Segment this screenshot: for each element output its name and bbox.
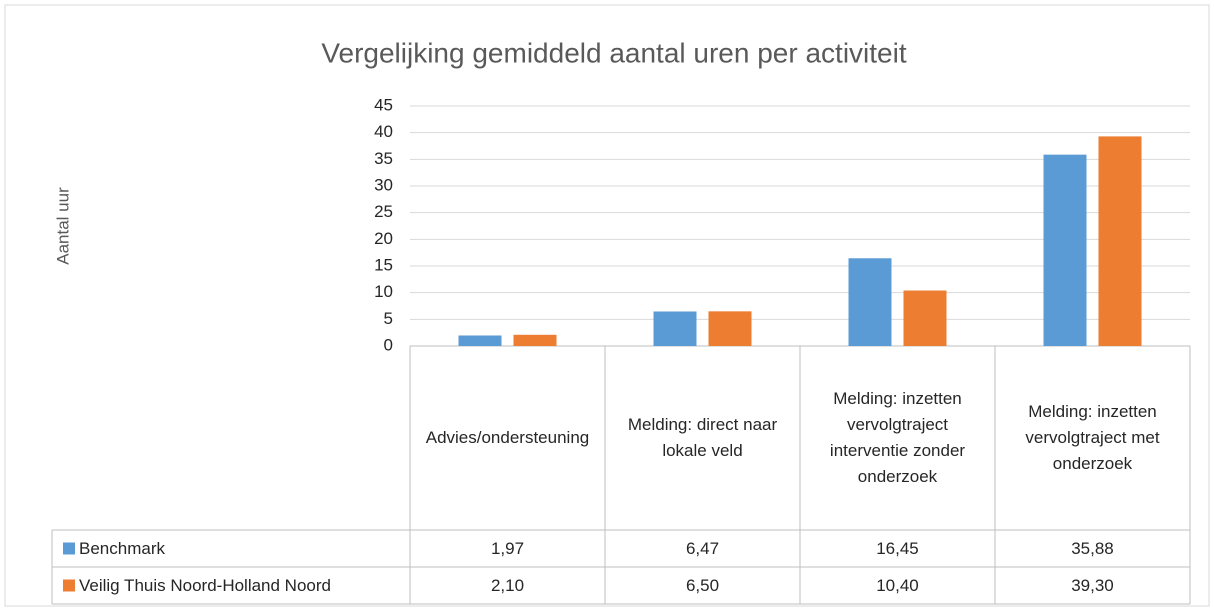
- y-tick-label: 30: [374, 175, 393, 194]
- x-tick-label: Melding: inzetten vervolgtraject interve…: [829, 389, 966, 486]
- x-tick-label-box: Melding: inzetten vervolgtraject met ond…: [1025, 402, 1160, 473]
- data-label: 35,88: [1071, 539, 1114, 558]
- bar: [1043, 154, 1087, 346]
- data-label: 6,50: [686, 576, 719, 595]
- chart-frame: [4, 4, 1210, 607]
- data-label: 16,45: [876, 539, 919, 558]
- bar: [653, 311, 697, 346]
- y-axis-label: Aantal uur: [53, 187, 72, 265]
- y-tick-label: 25: [374, 202, 393, 221]
- x-tick-label-box: Advies/ondersteuning: [425, 428, 590, 447]
- data-label: 10,40: [876, 576, 919, 595]
- x-tick-label-box: Melding: inzetten vervolgtraject interve…: [829, 389, 966, 486]
- x-tick-label: Advies/ondersteuning: [425, 428, 590, 447]
- data-label: 39,30: [1071, 576, 1114, 595]
- legend-swatch: [63, 579, 75, 592]
- bar: [513, 334, 557, 346]
- y-tick-label: 0: [384, 335, 393, 354]
- data-label: 2,10: [491, 576, 524, 595]
- y-tick-label: 5: [384, 309, 393, 328]
- y-tick-label: 20: [374, 229, 393, 248]
- x-tick-label: Melding: direct naar lokale veld: [627, 415, 778, 460]
- bar: [458, 335, 502, 346]
- y-tick-label: 45: [374, 95, 393, 114]
- bar: [903, 290, 947, 346]
- y-tick-label: 15: [374, 255, 393, 274]
- x-tick-label-box: Melding: direct naar lokale veld: [627, 415, 778, 460]
- bar: [1098, 136, 1142, 346]
- x-tick-label: Melding: inzetten vervolgtraject met ond…: [1025, 402, 1160, 473]
- data-label: 6,47: [686, 539, 719, 558]
- y-tick-label: 10: [374, 282, 393, 301]
- y-tick-label: 40: [374, 122, 393, 141]
- legend-label: Benchmark: [79, 539, 165, 558]
- data-label: 1,97: [491, 539, 524, 558]
- chart-title: Vergelijking gemiddeld aantal uren per a…: [321, 37, 906, 68]
- y-tick-label: 35: [374, 149, 393, 168]
- legend-swatch: [63, 542, 75, 555]
- bar: [848, 258, 892, 346]
- legend-label: Veilig Thuis Noord-Holland Noord: [79, 576, 331, 595]
- bar: [708, 311, 752, 346]
